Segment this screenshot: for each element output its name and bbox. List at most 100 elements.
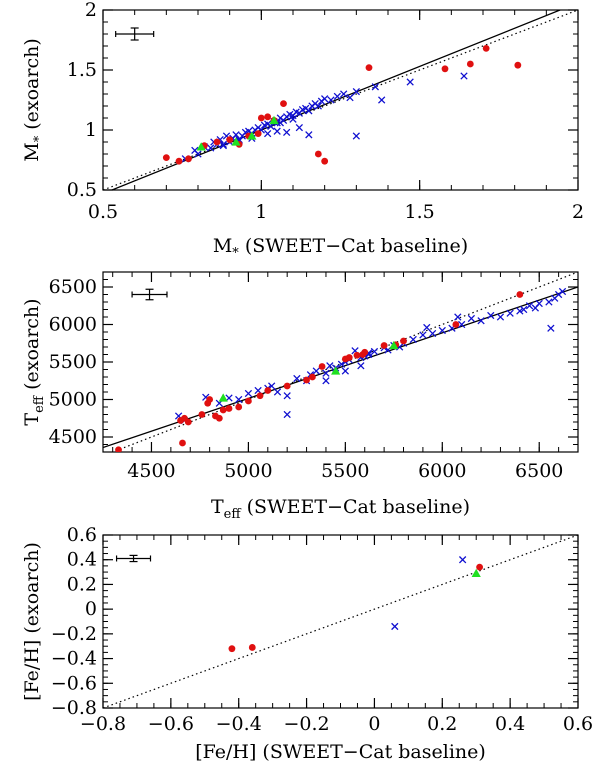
cross-point bbox=[312, 367, 320, 375]
cross-point bbox=[264, 129, 272, 138]
circle-point bbox=[256, 392, 264, 400]
cross-point bbox=[352, 132, 360, 140]
identity-line bbox=[103, 535, 578, 708]
cross-point bbox=[487, 311, 495, 320]
cross-point bbox=[305, 131, 313, 139]
cross-point bbox=[340, 90, 348, 98]
y-tick-label: −0.6 bbox=[51, 672, 97, 694]
cross-point bbox=[547, 324, 555, 332]
circle-point bbox=[482, 45, 490, 52]
series-cross bbox=[391, 556, 467, 631]
circle-point bbox=[283, 382, 291, 390]
cross-point bbox=[428, 329, 437, 338]
cross-point bbox=[438, 326, 446, 335]
triangle-point bbox=[331, 366, 341, 375]
y-tick-label: 1 bbox=[85, 119, 97, 141]
y-tick-label: 6500 bbox=[49, 276, 97, 298]
cross-point bbox=[357, 362, 365, 370]
series-cross bbox=[181, 72, 468, 163]
x-tick-label: 2 bbox=[572, 201, 584, 223]
x-tick-label: −0.4 bbox=[216, 713, 262, 735]
x-axis-label: [Fe/H] (SWEET−Cat baseline) bbox=[195, 741, 486, 763]
circle-point bbox=[245, 397, 252, 405]
cross-point bbox=[346, 93, 354, 102]
cross-point bbox=[194, 150, 202, 158]
circle-point bbox=[318, 363, 326, 370]
circle-point bbox=[179, 439, 186, 447]
triangle-point bbox=[247, 131, 257, 140]
data-area bbox=[103, 10, 578, 190]
cross-point bbox=[314, 102, 322, 110]
plot-frame bbox=[102, 9, 579, 191]
y-tick-label: 2 bbox=[85, 0, 97, 21]
circle-point bbox=[441, 65, 449, 73]
triangle-point bbox=[269, 115, 279, 125]
y-tick-label: 1.5 bbox=[67, 59, 97, 81]
panel-teff: 4500 5000 5500 6000 6500 4500 5000 5500 6000 6500… bbox=[21, 271, 579, 522]
cross-point bbox=[370, 347, 379, 356]
circle-point bbox=[225, 405, 233, 412]
cross-point bbox=[454, 313, 462, 321]
cross-point bbox=[477, 317, 485, 325]
cross-point bbox=[341, 367, 350, 375]
error-bar bbox=[131, 288, 168, 301]
circle-point bbox=[314, 150, 322, 158]
circle-point bbox=[476, 563, 484, 571]
cross-point bbox=[327, 96, 335, 104]
circle-point bbox=[380, 342, 388, 349]
circle-point bbox=[365, 64, 373, 71]
circle-point bbox=[162, 154, 170, 162]
circle-point bbox=[206, 396, 214, 403]
circle-point bbox=[219, 406, 227, 414]
series-circle bbox=[228, 563, 484, 653]
panel-mass: 0.5 1 1.5 2 0.5 1 1.5 2 M* (SWEET−Cat baseline) M… bbox=[21, 0, 584, 261]
x-tick-label: 0.4 bbox=[495, 713, 525, 735]
cross-point bbox=[244, 389, 253, 398]
cross-point bbox=[525, 302, 534, 310]
cross-point bbox=[337, 360, 346, 368]
x-tick-label: −0.8 bbox=[80, 713, 126, 735]
y-tick-label: −0.4 bbox=[51, 648, 97, 670]
cross-point bbox=[322, 369, 330, 377]
cross-point bbox=[321, 95, 329, 103]
y-axis-label: Teff (exoarch) bbox=[21, 298, 47, 425]
cross-point bbox=[289, 115, 297, 123]
x-tick-label: 1 bbox=[255, 201, 267, 223]
y-tick-label: 0.5 bbox=[67, 179, 97, 201]
y-tick-label: 5500 bbox=[49, 351, 97, 373]
x-tick-label: −0.6 bbox=[148, 713, 194, 735]
series-triangle bbox=[471, 568, 481, 577]
x-tick-label: 5500 bbox=[321, 460, 369, 482]
triangle-point bbox=[471, 568, 481, 577]
cross-point bbox=[273, 127, 281, 135]
triangle-point bbox=[389, 340, 399, 350]
circle-point bbox=[248, 644, 256, 651]
x-tick-label: 0.6 bbox=[563, 713, 593, 735]
cross-point bbox=[333, 92, 341, 101]
cross-point bbox=[267, 122, 275, 131]
circle-point bbox=[175, 157, 183, 165]
cross-point bbox=[458, 556, 467, 564]
y-tick-label: 0.4 bbox=[67, 549, 97, 571]
cross-point bbox=[423, 323, 431, 332]
x-axis-label: M* (SWEET−Cat baseline) bbox=[213, 235, 468, 261]
x-tick-label: 4500 bbox=[127, 460, 175, 482]
cross-point bbox=[460, 72, 468, 80]
cross-point bbox=[235, 395, 243, 404]
fit-line bbox=[103, 286, 578, 449]
circle-point bbox=[257, 114, 265, 122]
cross-point bbox=[207, 144, 215, 152]
cross-point bbox=[326, 362, 334, 370]
y-tick-label: 4500 bbox=[49, 426, 97, 448]
circle-point bbox=[321, 157, 329, 165]
circle-point bbox=[308, 373, 316, 381]
cross-point bbox=[391, 622, 399, 631]
cross-point bbox=[409, 335, 417, 344]
circle-point bbox=[514, 61, 522, 69]
circle-point bbox=[466, 60, 474, 68]
cross-point bbox=[283, 128, 291, 137]
y-tick-label: −0.8 bbox=[51, 697, 97, 719]
series-triangle bbox=[196, 115, 279, 151]
circle-point bbox=[264, 113, 272, 121]
series-circle bbox=[115, 291, 524, 452]
